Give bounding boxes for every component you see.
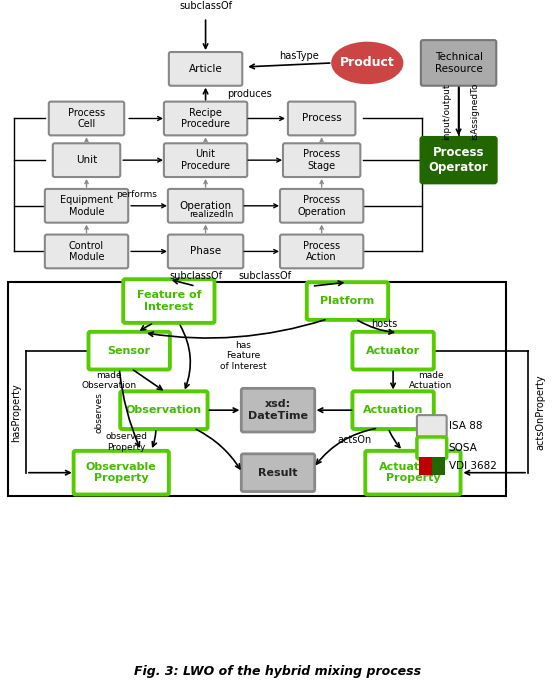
Text: realizedIn: realizedIn [190, 210, 234, 219]
Text: Fig. 3: LWO of the hybrid mixing process: Fig. 3: LWO of the hybrid mixing process [135, 665, 421, 678]
Text: performs: performs [116, 190, 157, 199]
Text: Technical
Resource: Technical Resource [435, 52, 483, 73]
Text: Product: Product [340, 56, 395, 69]
FancyBboxPatch shape [280, 235, 363, 268]
Bar [419, 457, 432, 475]
Text: input/output: input/output [442, 83, 451, 140]
Text: Process
Action: Process Action [303, 241, 340, 262]
FancyBboxPatch shape [53, 143, 120, 177]
FancyBboxPatch shape [365, 451, 460, 495]
Text: actsOn: actsOn [337, 435, 371, 445]
FancyBboxPatch shape [123, 279, 215, 323]
FancyBboxPatch shape [241, 388, 315, 432]
FancyBboxPatch shape [353, 332, 434, 370]
Text: observed
Property: observed Property [105, 432, 147, 451]
Text: isAssignedTo: isAssignedTo [470, 83, 479, 141]
Text: hasProperty: hasProperty [11, 383, 21, 442]
Text: Feature of
Interest: Feature of Interest [137, 290, 201, 312]
Text: VDI 3682: VDI 3682 [449, 461, 497, 471]
Text: Observable
Property: Observable Property [86, 462, 157, 484]
Text: ISA 88: ISA 88 [449, 421, 482, 431]
Text: Article: Article [188, 64, 222, 74]
Text: Process
Stage: Process Stage [303, 150, 340, 171]
Text: Process
Operator: Process Operator [429, 146, 489, 174]
FancyBboxPatch shape [45, 189, 128, 223]
FancyBboxPatch shape [288, 102, 355, 135]
Text: Unit: Unit [76, 155, 97, 165]
FancyBboxPatch shape [49, 102, 124, 135]
Text: Process
Operation: Process Operation [297, 195, 346, 217]
FancyBboxPatch shape [421, 137, 497, 183]
Text: xsd:
DateTime: xsd: DateTime [248, 399, 308, 421]
FancyBboxPatch shape [353, 391, 434, 429]
Text: Observation: Observation [126, 405, 202, 415]
Text: Recipe
Procedure: Recipe Procedure [181, 108, 230, 129]
FancyBboxPatch shape [283, 143, 360, 177]
Text: Process: Process [302, 113, 341, 123]
FancyBboxPatch shape [120, 391, 207, 429]
Text: made
Observation: made Observation [82, 370, 137, 390]
Text: Process
Cell: Process Cell [68, 108, 105, 129]
Text: SOSA: SOSA [449, 443, 478, 453]
Text: Actuator: Actuator [366, 346, 420, 355]
Text: hasType: hasType [279, 51, 319, 61]
Text: Equipment
Module: Equipment Module [60, 195, 113, 217]
FancyBboxPatch shape [280, 189, 363, 223]
FancyBboxPatch shape [164, 102, 247, 135]
Text: Operation: Operation [180, 201, 232, 211]
FancyBboxPatch shape [73, 451, 169, 495]
Text: hosts: hosts [371, 319, 398, 329]
FancyBboxPatch shape [164, 143, 247, 177]
FancyBboxPatch shape [168, 235, 244, 268]
Text: actsOnProperty: actsOnProperty [535, 375, 545, 450]
Bar [432, 457, 445, 475]
Text: Actuation: Actuation [363, 405, 423, 415]
FancyBboxPatch shape [417, 415, 446, 437]
FancyBboxPatch shape [168, 189, 244, 223]
Text: Sensor: Sensor [108, 346, 151, 355]
Text: has
Feature
of Interest: has Feature of Interest [220, 341, 266, 370]
Text: subclassOf: subclassOf [239, 271, 291, 281]
Text: Phase: Phase [190, 246, 221, 257]
Text: subclassOf: subclassOf [169, 271, 222, 281]
FancyBboxPatch shape [88, 332, 170, 370]
Text: observes: observes [95, 392, 104, 433]
Text: Control
Module: Control Module [69, 241, 105, 262]
Text: made
Actuation: made Actuation [409, 370, 453, 390]
FancyBboxPatch shape [307, 282, 388, 320]
Text: Platform: Platform [320, 296, 375, 306]
FancyBboxPatch shape [241, 454, 315, 492]
FancyBboxPatch shape [421, 40, 497, 86]
Ellipse shape [332, 43, 402, 83]
Text: Result: Result [258, 468, 298, 477]
Text: subclassOf: subclassOf [179, 1, 232, 12]
Text: Actuatable
Property: Actuatable Property [379, 462, 447, 484]
FancyBboxPatch shape [417, 437, 446, 459]
Text: produces: produces [227, 88, 272, 99]
FancyBboxPatch shape [169, 52, 242, 86]
Text: Unit
Procedure: Unit Procedure [181, 150, 230, 171]
FancyBboxPatch shape [45, 235, 128, 268]
